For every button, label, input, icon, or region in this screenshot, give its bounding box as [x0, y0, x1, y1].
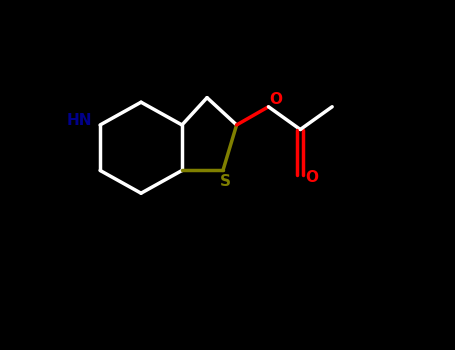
- Text: S: S: [220, 174, 231, 189]
- Text: O: O: [269, 92, 282, 107]
- Text: O: O: [305, 170, 318, 185]
- Text: HN: HN: [67, 113, 92, 128]
